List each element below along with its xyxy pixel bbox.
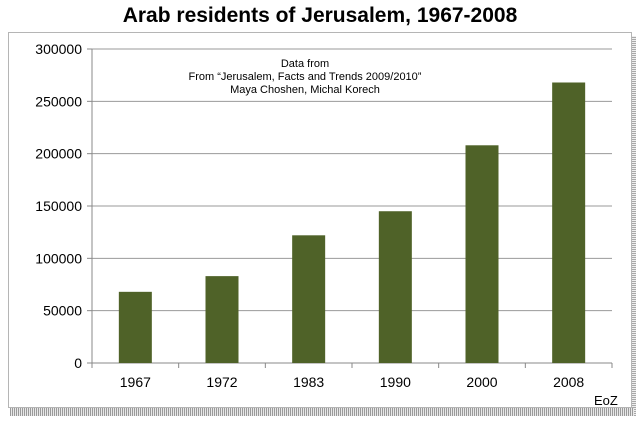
credit-label: EoZ bbox=[594, 393, 618, 408]
x-tick-label: 1967 bbox=[120, 374, 151, 390]
annotation-line-3: Maya Choshen, Michal Korech bbox=[230, 84, 380, 96]
y-tick-label: 50000 bbox=[43, 303, 82, 319]
bar-2000 bbox=[465, 145, 499, 363]
x-tick-label: 2008 bbox=[553, 374, 584, 390]
bar-2008 bbox=[552, 82, 586, 363]
bar-1983 bbox=[292, 235, 326, 363]
x-tick-label: 1983 bbox=[293, 374, 324, 390]
y-tick-label: 0 bbox=[74, 355, 82, 371]
bar-1990 bbox=[378, 211, 412, 363]
x-tick-label: 2000 bbox=[466, 374, 497, 390]
chart-title: Arab residents of Jerusalem, 1967-2008 bbox=[122, 4, 518, 27]
y-tick-label: 150000 bbox=[35, 198, 82, 214]
source-annotation: Data from From “Jerusalem, Facts and Tre… bbox=[170, 58, 440, 97]
y-tick-label: 300000 bbox=[35, 41, 82, 57]
bar-1967 bbox=[118, 291, 152, 363]
y-tick-label: 100000 bbox=[35, 250, 82, 266]
bar-1972 bbox=[205, 276, 239, 363]
y-tick-label: 200000 bbox=[35, 146, 82, 162]
annotation-line-1: Data from bbox=[280, 58, 330, 70]
x-tick-label: 1990 bbox=[380, 374, 411, 390]
annotation-line-2: From “Jerusalem, Facts and Trends 2009/2… bbox=[188, 71, 422, 83]
y-tick-label: 250000 bbox=[35, 93, 82, 109]
frame-shadow-bottom bbox=[10, 408, 634, 416]
x-tick-label: 1972 bbox=[206, 374, 237, 390]
frame-shadow-right bbox=[632, 36, 636, 416]
